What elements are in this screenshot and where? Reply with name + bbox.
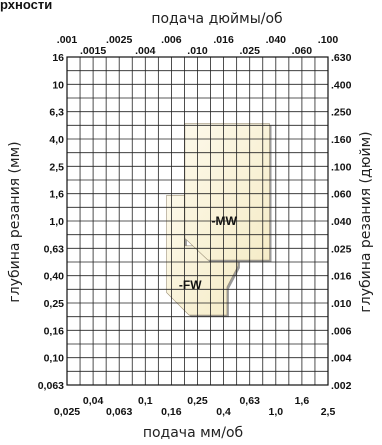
top-tick-label: .025 — [239, 45, 260, 57]
right-tick-label: .040 — [331, 216, 352, 228]
left-tick-label: 6,3 — [49, 107, 64, 119]
region-fw-label: -FW — [179, 278, 202, 292]
top-tick-label: .0015 — [80, 45, 106, 57]
bottom-tick-label: 0,25 — [187, 395, 208, 407]
left-tick-label: 0,40 — [44, 271, 65, 283]
left-tick-label: 0,063 — [38, 380, 64, 392]
bottom-tick-label: 0,4 — [216, 406, 231, 418]
bottom-tick-label: 0,16 — [161, 406, 182, 418]
bottom-tick-label: 2,5 — [321, 406, 336, 418]
right-tick-label: .016 — [331, 271, 352, 283]
right-tick-label: .010 — [331, 298, 352, 310]
top-tick-label: .016 — [213, 34, 234, 46]
left-tick-label: 4,0 — [49, 134, 64, 146]
left-tick-label: 10 — [52, 79, 64, 91]
grid-layer: -FW -MW — [66, 56, 329, 386]
top-tick-label: .004 — [135, 45, 156, 57]
top-tick-label: .0025 — [106, 34, 132, 46]
plot-frame — [66, 56, 329, 386]
bottom-tick-label: 0,025 — [54, 406, 80, 418]
left-tick-label: 0,63 — [44, 243, 65, 255]
top-tick-label: .001 — [57, 34, 78, 46]
right-tick-label: .002 — [331, 380, 352, 392]
bottom-tick-label: 1,6 — [295, 395, 310, 407]
top-axis-title: подача дюймы/об — [151, 11, 282, 27]
cut-off-title-text: рхности — [0, 0, 53, 12]
right-tick-label: .250 — [331, 107, 352, 119]
top-tick-label: .010 — [187, 45, 208, 57]
left-tick-label: 1,6 — [49, 189, 64, 201]
left-tick-label: 0,25 — [44, 298, 65, 310]
bottom-tick-label: 1,0 — [268, 406, 283, 418]
bottom-tick-label: 0,063 — [106, 406, 132, 418]
ticks-layer: 0,0250,040,0630,10,160,250,40,631,01,62,… — [38, 34, 352, 418]
right-tick-label: .400 — [331, 79, 352, 91]
right-tick-label: .630 — [331, 52, 352, 64]
top-tick-label: .100 — [318, 34, 339, 46]
region-mw-label: -MW — [211, 214, 237, 228]
left-tick-label: 0,16 — [44, 325, 65, 337]
left-axis-title: глубина резания (мм) — [7, 141, 23, 302]
top-tick-label: .006 — [161, 34, 182, 46]
top-tick-label: .040 — [266, 34, 287, 46]
left-tick-label: 0,10 — [44, 353, 65, 365]
right-tick-label: .160 — [331, 134, 352, 146]
right-tick-label: .006 — [331, 325, 352, 337]
right-axis-title: глубина резания (дюйм) — [358, 131, 374, 312]
bottom-tick-label: 0,1 — [138, 395, 153, 407]
right-tick-label: .100 — [331, 161, 352, 173]
top-tick-label: .060 — [292, 45, 313, 57]
right-tick-label: .004 — [331, 353, 352, 365]
left-tick-label: 2,5 — [49, 161, 64, 173]
left-tick-label: 16 — [52, 52, 64, 64]
region-mw — [184, 123, 270, 261]
right-tick-label: .025 — [331, 243, 352, 255]
bottom-tick-label: 0,63 — [239, 395, 260, 407]
right-tick-label: .060 — [331, 189, 352, 201]
bottom-axis-title: подача мм/об — [143, 425, 243, 441]
left-tick-label: 1,0 — [49, 216, 64, 228]
bottom-tick-label: 0,04 — [83, 395, 104, 407]
